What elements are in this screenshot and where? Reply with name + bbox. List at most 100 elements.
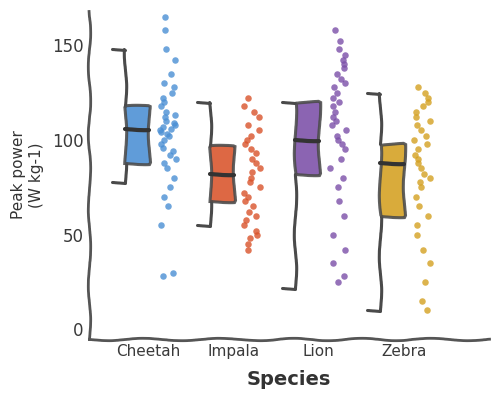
Point bbox=[160, 160, 168, 166]
Point bbox=[342, 127, 350, 134]
Point bbox=[162, 165, 170, 172]
Point bbox=[328, 122, 336, 128]
Point bbox=[338, 156, 345, 162]
Point bbox=[159, 144, 167, 151]
Point bbox=[242, 216, 250, 223]
Point bbox=[256, 165, 264, 172]
Point bbox=[244, 194, 252, 200]
Point bbox=[158, 273, 166, 280]
Point bbox=[426, 118, 434, 124]
Point bbox=[326, 165, 334, 172]
Point bbox=[172, 156, 180, 162]
Point bbox=[241, 140, 249, 147]
Point bbox=[170, 84, 178, 90]
Point bbox=[426, 260, 434, 266]
Point bbox=[252, 150, 260, 156]
Point bbox=[419, 103, 427, 109]
Point bbox=[426, 175, 434, 181]
Point bbox=[165, 133, 173, 139]
Point bbox=[161, 14, 169, 20]
Point bbox=[419, 247, 427, 253]
Point bbox=[330, 27, 338, 33]
Point bbox=[340, 212, 348, 219]
Point bbox=[410, 137, 418, 143]
Point bbox=[418, 165, 426, 172]
Point bbox=[332, 133, 340, 139]
Point bbox=[334, 279, 342, 285]
Point bbox=[156, 127, 164, 134]
Point bbox=[424, 212, 432, 219]
Point bbox=[240, 222, 248, 228]
Point bbox=[247, 133, 255, 139]
Point bbox=[412, 114, 420, 120]
Point bbox=[170, 148, 177, 154]
Point bbox=[414, 160, 422, 166]
Point bbox=[252, 212, 260, 219]
Point bbox=[420, 171, 428, 177]
Point bbox=[338, 140, 346, 147]
X-axis label: Species: Species bbox=[247, 370, 331, 389]
Point bbox=[424, 99, 432, 105]
Point bbox=[342, 80, 349, 86]
Point bbox=[416, 127, 424, 134]
Point bbox=[340, 52, 348, 58]
Point bbox=[410, 152, 418, 158]
Point bbox=[330, 84, 338, 90]
Point bbox=[339, 175, 347, 181]
Point bbox=[329, 95, 337, 102]
Point bbox=[416, 184, 424, 190]
Point bbox=[167, 125, 175, 132]
Point bbox=[246, 235, 254, 242]
Point bbox=[171, 122, 179, 128]
Point bbox=[242, 137, 250, 143]
Point bbox=[164, 203, 172, 210]
Point bbox=[329, 114, 337, 120]
Point bbox=[171, 112, 179, 118]
Point bbox=[240, 190, 248, 196]
Point bbox=[254, 114, 262, 120]
Point bbox=[415, 203, 423, 210]
Point bbox=[248, 169, 256, 175]
Bar bbox=[380, 144, 404, 216]
Point bbox=[252, 160, 260, 166]
Point bbox=[157, 129, 165, 136]
Point bbox=[337, 76, 345, 82]
Point bbox=[164, 131, 172, 138]
Point bbox=[424, 95, 432, 102]
Point bbox=[414, 146, 422, 153]
Point bbox=[166, 184, 173, 190]
Point bbox=[412, 222, 420, 228]
Point bbox=[329, 232, 337, 238]
Point bbox=[172, 57, 179, 64]
Point bbox=[167, 70, 175, 77]
Point bbox=[334, 184, 342, 190]
Point bbox=[168, 89, 176, 96]
Point bbox=[329, 260, 337, 266]
Point bbox=[252, 228, 260, 234]
Point bbox=[423, 140, 431, 147]
Point bbox=[161, 114, 169, 120]
Point bbox=[334, 99, 342, 105]
Point bbox=[162, 46, 170, 52]
Point bbox=[166, 152, 174, 158]
Point bbox=[418, 298, 426, 304]
Point bbox=[340, 146, 348, 153]
Point bbox=[244, 95, 252, 102]
Point bbox=[162, 27, 170, 33]
Point bbox=[331, 108, 339, 115]
Point bbox=[248, 156, 256, 162]
Point bbox=[244, 247, 252, 253]
Point bbox=[170, 175, 177, 181]
Point bbox=[244, 241, 252, 247]
Point bbox=[332, 118, 340, 124]
Y-axis label: Peak power
(W kg-1): Peak power (W kg-1) bbox=[11, 130, 44, 220]
Point bbox=[421, 89, 429, 96]
Point bbox=[170, 120, 178, 126]
Point bbox=[156, 222, 164, 228]
Point bbox=[414, 84, 422, 90]
Point bbox=[250, 108, 258, 115]
Point bbox=[247, 146, 255, 153]
Point bbox=[246, 178, 254, 185]
Point bbox=[168, 269, 176, 276]
Point bbox=[162, 118, 170, 124]
